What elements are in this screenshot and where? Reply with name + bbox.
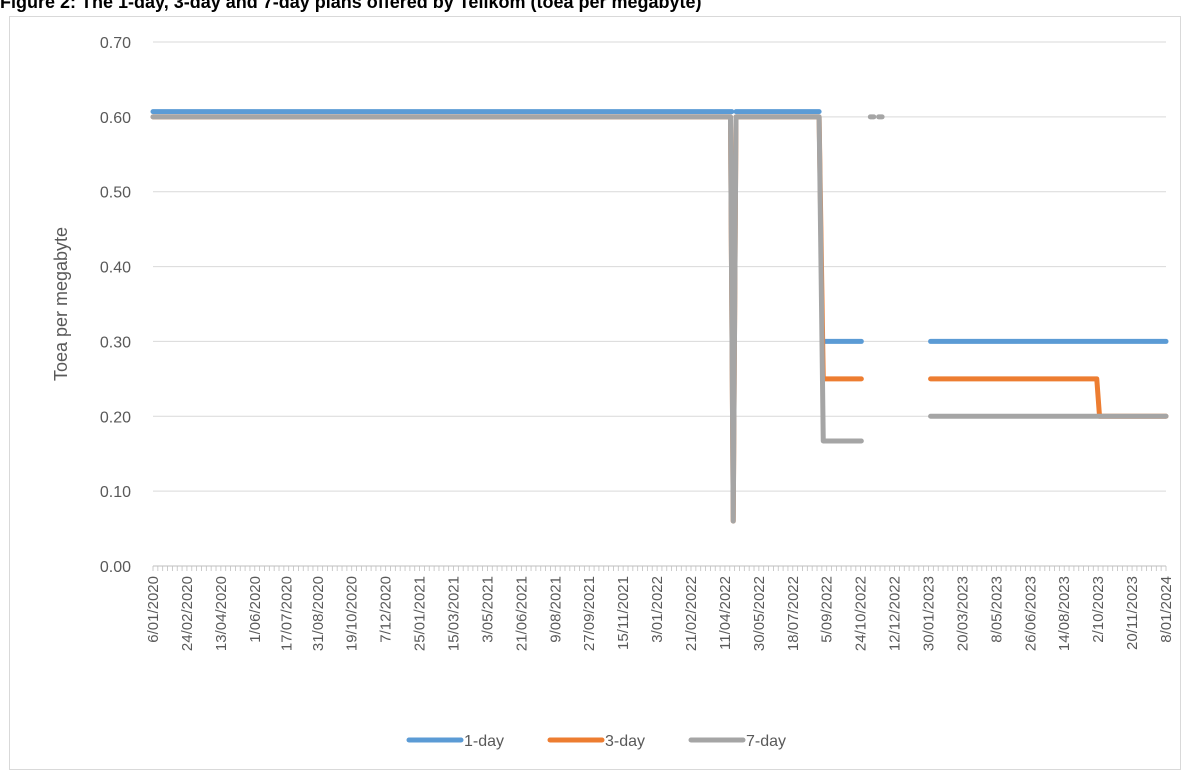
y-tick-label: 0.30 bbox=[100, 334, 131, 351]
x-tick-labels: 6/01/2020 24/02/2020 13/04/2020 1/06/2020 17… bbox=[145, 576, 1175, 651]
legend-item-7-day: 7-day bbox=[688, 733, 786, 750]
x-tick-label: 15/11/2021 bbox=[615, 576, 632, 650]
series-3-day bbox=[150, 114, 1169, 524]
x-tick-label: 1/06/2020 bbox=[247, 576, 264, 643]
x-tick-label: 24/02/2020 bbox=[179, 576, 196, 651]
x-tick-label: 20/03/2023 bbox=[954, 576, 971, 651]
x-tick-label: 3/01/2022 bbox=[649, 576, 666, 643]
series-line-3-day bbox=[928, 376, 1169, 419]
legend-item-3-day: 3-day bbox=[547, 733, 645, 750]
x-axis-minor-ticks bbox=[152, 566, 1167, 571]
x-tick-label: 5/09/2022 bbox=[819, 576, 836, 643]
legend-item-1-day: 1-day bbox=[406, 733, 504, 750]
x-tick-label: 18/07/2022 bbox=[785, 576, 802, 651]
legend: 1-day 3-day 7-day bbox=[406, 733, 786, 750]
y-tick-label: 0.70 bbox=[100, 35, 131, 52]
x-tick-label: 30/05/2022 bbox=[751, 576, 768, 651]
series-line-7-day bbox=[150, 114, 864, 524]
x-tick-label: 21/06/2021 bbox=[513, 576, 530, 651]
x-tick-label: 8/01/2024 bbox=[1158, 576, 1175, 643]
x-tick-label: 13/04/2020 bbox=[213, 576, 230, 651]
y-axis-title: Toea per megabyte bbox=[51, 227, 71, 381]
legend-label: 3-day bbox=[605, 733, 645, 750]
legend-label: 7-day bbox=[746, 733, 786, 750]
x-tick-label: 19/10/2020 bbox=[344, 576, 361, 651]
series-line-3-day bbox=[150, 114, 864, 524]
x-tick-label: 8/05/2023 bbox=[988, 576, 1005, 643]
chart-frame bbox=[9, 16, 1181, 770]
series-lines bbox=[150, 109, 1169, 524]
figure-title: Figure 2: The 1-day, 3-day and 7-day pla… bbox=[0, 0, 702, 12]
x-tick-label: 9/08/2021 bbox=[547, 576, 564, 643]
x-tick-label: 12/12/2022 bbox=[887, 576, 904, 651]
y-tick-label: 0.10 bbox=[100, 484, 131, 501]
x-tick-label: 31/08/2020 bbox=[310, 576, 327, 651]
x-tick-label: 27/09/2021 bbox=[581, 576, 598, 651]
x-tick-label: 2/10/2023 bbox=[1090, 576, 1107, 643]
x-tick-label: 15/03/2021 bbox=[446, 576, 463, 651]
series-1-day bbox=[150, 109, 1169, 344]
x-tick-label: 21/02/2022 bbox=[683, 576, 700, 651]
y-tick-label: 0.40 bbox=[100, 260, 131, 277]
y-tick-label: 0.60 bbox=[100, 110, 131, 127]
x-tick-label: 6/01/2020 bbox=[145, 576, 162, 643]
y-tick-label: 0.20 bbox=[100, 409, 131, 426]
y-tick-label: 0.50 bbox=[100, 185, 131, 202]
x-tick-label: 7/12/2020 bbox=[378, 576, 395, 643]
y-tick-label: 0.00 bbox=[100, 559, 131, 576]
legend-label: 1-day bbox=[464, 733, 504, 750]
x-tick-label: 26/06/2023 bbox=[1022, 576, 1039, 651]
x-tick-label: 17/07/2020 bbox=[279, 576, 296, 651]
x-tick-label: 11/04/2022 bbox=[717, 576, 734, 650]
x-tick-label: 14/08/2023 bbox=[1056, 576, 1073, 651]
x-tick-label: 3/05/2021 bbox=[479, 576, 496, 643]
x-tick-label: 30/01/2023 bbox=[921, 576, 938, 651]
x-tick-label: 20/11/2023 bbox=[1124, 576, 1141, 650]
x-tick-label: 25/01/2021 bbox=[412, 576, 429, 651]
series-7-day bbox=[150, 114, 1169, 524]
x-axis bbox=[152, 565, 1167, 571]
y-tick-labels: 0.00 0.10 0.20 0.30 0.40 0.50 0.60 0.70 bbox=[100, 35, 131, 576]
x-tick-label: 24/10/2022 bbox=[853, 576, 870, 651]
